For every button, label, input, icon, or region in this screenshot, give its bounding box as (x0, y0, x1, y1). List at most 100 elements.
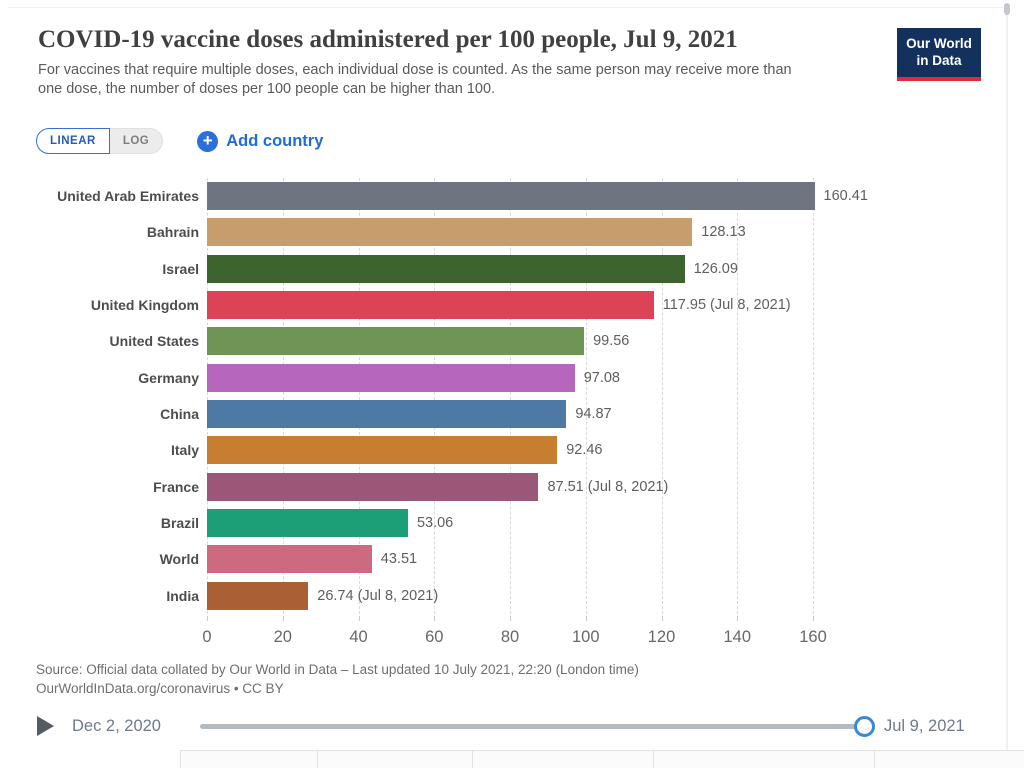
table-cell (875, 751, 1024, 768)
plus-icon (197, 130, 219, 152)
country-label: Brazil (160, 515, 199, 532)
owid-logo-line1: Our World (906, 36, 972, 51)
bar-row: Germany 97.08 (0, 360, 1024, 396)
axis-tick (737, 616, 739, 621)
gridline (510, 178, 511, 614)
chart-subtitle: For vaccines that require multiple doses… (38, 62, 792, 98)
bar-row: World 43.51 (0, 541, 1024, 577)
bar-value: 99.56 (593, 333, 630, 350)
bar-china[interactable] (207, 400, 567, 429)
bar-value: 94.87 (575, 406, 612, 423)
gridline (661, 178, 663, 614)
bar-value: 53.06 (416, 515, 454, 532)
x-tick-label: 100 (571, 628, 600, 646)
bar-bahrain[interactable] (207, 218, 693, 247)
bar-germany[interactable] (207, 363, 575, 392)
bar-row: Bahrain 128.13 (0, 214, 1024, 250)
bar-area: 117.95 (Jul 8, 2021) (207, 291, 1024, 320)
bar-brazil[interactable] (207, 509, 408, 538)
bar-area: 94.87 (207, 400, 1024, 429)
axis-tick (434, 616, 436, 621)
table-cell (473, 751, 654, 768)
gridlines (207, 178, 867, 624)
table-cell (654, 751, 875, 768)
bar-area: 126.09 (207, 254, 1024, 283)
bar-value: 128.13 (701, 224, 746, 241)
axis-tick (282, 616, 284, 621)
x-tick-label: 0 (202, 628, 212, 646)
table-cell (181, 751, 318, 768)
x-tick-label: 60 (425, 628, 444, 646)
gridline (434, 178, 436, 614)
bar-value: 97.08 (583, 369, 620, 386)
country-label: France (153, 478, 199, 495)
owid-logo[interactable]: Our World in Data (897, 28, 981, 81)
bar-france[interactable] (207, 472, 539, 501)
bar-world[interactable] (207, 545, 372, 574)
owid-logo-line2: in Data (916, 52, 962, 68)
gridline (585, 178, 587, 614)
gridline (358, 178, 360, 614)
axis-tick (207, 616, 208, 621)
source-line2: OurWorldInData.org/coronavirus • CC BY (36, 680, 284, 696)
bar-value: 92.46 (566, 442, 603, 459)
timeline-slider-handle[interactable] (854, 716, 875, 737)
bar-area: 160.41 (207, 182, 1024, 211)
country-label: Bahrain (146, 224, 199, 241)
bar-row: United Arab Emirates 160.41 (0, 178, 1024, 214)
chart-title: COVID-19 vaccine doses administered per … (38, 26, 738, 53)
timeline-start-date: Dec 2, 2020 (72, 717, 161, 735)
country-label: World (159, 551, 199, 568)
bar-row: United States 99.56 (0, 323, 1024, 359)
bar-row: China 94.87 (0, 396, 1024, 432)
axis-tick (661, 616, 663, 621)
bar-area: 87.51 (Jul 8, 2021) (207, 472, 1024, 501)
bar-area: 99.56 (207, 327, 1024, 356)
bar-united-states[interactable] (207, 327, 585, 356)
table-cell (318, 751, 473, 768)
axis-tick (585, 616, 587, 621)
source-line1: Source: Official data collated by Our Wo… (36, 662, 639, 677)
entity-table-fragment (180, 750, 1024, 768)
bar-value: 160.41 (823, 188, 868, 205)
bar-united-arab-emirates[interactable] (207, 182, 815, 211)
timeline-slider-track[interactable] (200, 724, 856, 729)
add-country-button[interactable]: Add country (197, 130, 324, 152)
bar-row: United Kingdom 117.95 (Jul 8, 2021) (0, 287, 1024, 323)
bar-italy[interactable] (207, 436, 558, 465)
country-label: India (166, 587, 199, 604)
bar-value: 126.09 (693, 260, 738, 277)
bar-chart: United Arab Emirates 160.41 Bahrain 128.13 I… (0, 178, 1024, 656)
x-tick-label: 120 (647, 628, 676, 646)
bar-israel[interactable] (207, 254, 685, 283)
bar-row: Israel 126.09 (0, 251, 1024, 287)
gridline (207, 178, 208, 614)
scrollbar-thumb[interactable] (1004, 3, 1010, 15)
scrollbar-track[interactable] (1006, 8, 1008, 764)
log-scale-tab[interactable]: LOG (109, 128, 164, 154)
bar-india[interactable] (207, 581, 309, 610)
bar-area: 97.08 (207, 363, 1024, 392)
add-country-label: Add country (226, 131, 324, 150)
play-button[interactable] (37, 716, 54, 736)
bar-area: 53.06 (207, 509, 1024, 538)
country-label: United States (109, 333, 199, 350)
bar-area: 128.13 (207, 218, 1024, 247)
frame-top-border (8, 7, 1005, 8)
source-note: Source: Official data collated by Our Wo… (36, 661, 639, 699)
bar-united-kingdom[interactable] (207, 291, 654, 320)
country-label: Italy (170, 442, 199, 459)
scale-toggle: LINEAR LOG (36, 128, 164, 154)
bar-row: India 26.74 (Jul 8, 2021) (0, 578, 1024, 614)
bar-value: 87.51 (Jul 8, 2021) (547, 478, 669, 495)
linear-scale-tab[interactable]: LINEAR (36, 128, 110, 154)
bar-rows: United Arab Emirates 160.41 Bahrain 128.13 I… (0, 178, 1024, 614)
x-tick-label: 20 (273, 628, 292, 646)
bar-area: 43.51 (207, 545, 1024, 574)
bar-row: France 87.51 (Jul 8, 2021) (0, 469, 1024, 505)
bar-value: 26.74 (Jul 8, 2021) (317, 587, 439, 604)
bar-area: 26.74 (Jul 8, 2021) (207, 581, 1024, 610)
axis-tick (510, 616, 511, 621)
x-tick-label: 80 (500, 628, 520, 646)
gridline (813, 178, 814, 614)
